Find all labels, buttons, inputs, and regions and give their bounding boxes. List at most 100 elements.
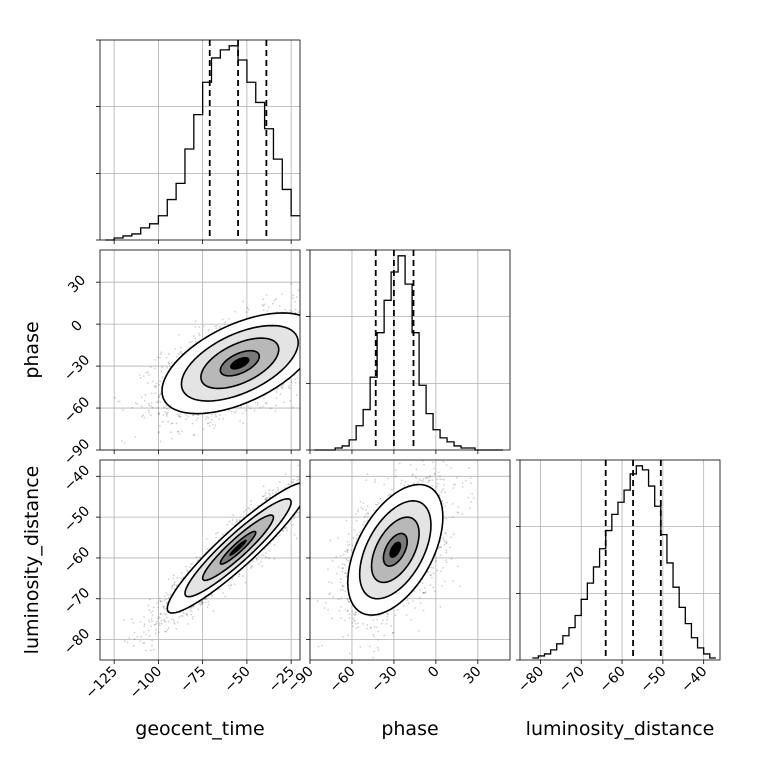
scatter-point [163, 605, 166, 608]
scatter-point [294, 381, 297, 384]
density-layer [114, 282, 340, 474]
hist-bin [349, 440, 356, 450]
scatter-point [307, 480, 309, 482]
contour-line [219, 349, 261, 377]
scatter-point [329, 346, 331, 348]
scatter-point [165, 598, 168, 601]
scatter-point [185, 414, 188, 417]
scatter-point [328, 485, 330, 487]
scatter-point [326, 325, 328, 327]
scatter-point [175, 422, 178, 425]
scatter-point [247, 507, 250, 510]
y-tick-label: −90 [61, 436, 93, 468]
scatter-point [305, 342, 307, 344]
scatter-point [157, 413, 160, 416]
scatter-point [273, 557, 276, 560]
scatter-point [323, 468, 325, 470]
scatter-point [305, 486, 307, 488]
scatter-point [329, 327, 331, 329]
scatter-point [182, 611, 185, 614]
scatter-point [165, 415, 168, 417]
scatter-point [305, 512, 307, 514]
scatter-point [317, 351, 319, 353]
scatter-point [306, 502, 308, 504]
scatter-point [146, 381, 149, 384]
scatter-point [278, 534, 281, 537]
scatter-point [143, 623, 146, 626]
scatter-point [302, 498, 304, 500]
hist-bin [247, 82, 256, 240]
scatter-point [304, 328, 306, 330]
scatter-point [193, 605, 195, 608]
scatter-point [149, 414, 152, 417]
scatter-point [250, 565, 253, 568]
scatter-point [301, 487, 303, 489]
scatter-point [314, 295, 316, 297]
scatter-point [312, 463, 314, 465]
scatter-point [329, 474, 331, 476]
scatter-point [301, 346, 303, 348]
scatter-point [260, 554, 263, 556]
scatter-point [326, 345, 328, 347]
scatter-point [180, 577, 183, 580]
scatter-point [302, 327, 304, 329]
scatter-point [306, 319, 308, 321]
scatter-point [216, 324, 218, 327]
scatter-point [157, 616, 160, 618]
scatter-point [208, 603, 211, 606]
scatter-point [161, 376, 164, 379]
scatter-point [142, 375, 145, 378]
scatter-point [165, 413, 168, 416]
scatter-point [265, 497, 268, 499]
scatter-point [328, 323, 330, 325]
scatter-point [276, 535, 279, 538]
scatter-point [263, 397, 265, 400]
scatter-point [201, 602, 203, 605]
scatter-point [168, 363, 170, 365]
scatter-point [192, 433, 195, 436]
scatter-point [132, 621, 135, 624]
scatter-point [262, 298, 265, 301]
scatter-point [158, 425, 161, 427]
scatter-point [301, 480, 303, 482]
scatter-point [258, 563, 260, 565]
scatter-point [159, 380, 162, 383]
scatter-point [305, 499, 307, 501]
scatter-point [173, 583, 176, 586]
scatter-point [148, 402, 151, 405]
hist-bin [282, 189, 291, 240]
scatter-point [302, 329, 304, 331]
scatter-point [306, 491, 308, 493]
scatter-point [302, 337, 304, 339]
scatter-point [268, 489, 271, 492]
scatter-point [163, 612, 166, 615]
scatter-point [308, 343, 310, 345]
scatter-point [179, 472, 181, 474]
scatter-point [162, 605, 165, 608]
scatter-point [281, 386, 284, 389]
scatter-point [302, 363, 304, 365]
scatter-point [275, 297, 278, 300]
scatter-point [148, 621, 151, 623]
contour-line [200, 337, 280, 390]
scatter-point [166, 411, 169, 414]
scatter-point [314, 331, 316, 333]
scatter-point [294, 308, 297, 311]
scatter-point [321, 342, 323, 344]
scatter-point [154, 384, 157, 387]
scatter-point [165, 412, 168, 415]
scatter-point [204, 418, 207, 421]
scatter-point [311, 337, 313, 339]
scatter-point [165, 602, 168, 605]
scatter-point [170, 361, 173, 364]
scatter-point [300, 506, 302, 508]
panel-hist-phase [306, 249, 511, 454]
scatter-point [150, 402, 153, 404]
scatter-point [303, 489, 305, 491]
scatter-point [242, 422, 245, 424]
scatter-point [338, 355, 340, 357]
scatter-point [318, 301, 320, 303]
scatter-point [147, 604, 150, 607]
hist-bin [440, 438, 447, 450]
scatter-point [257, 555, 260, 557]
